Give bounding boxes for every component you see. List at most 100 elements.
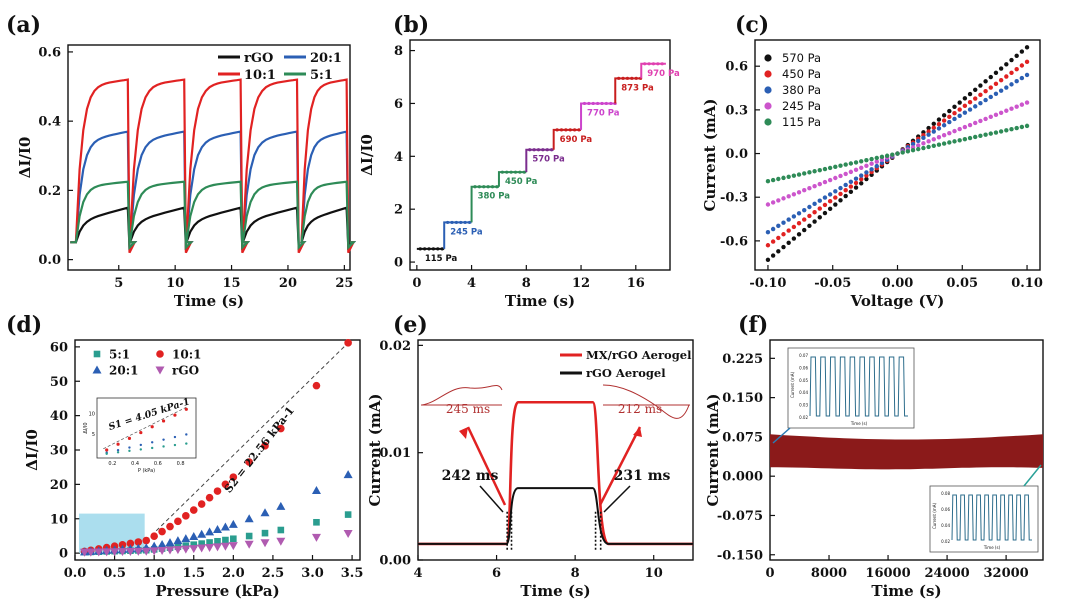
legend-label: rGO Aerogel bbox=[586, 366, 666, 380]
y-tick-label: 0.4 bbox=[38, 115, 61, 130]
data-point bbox=[1024, 72, 1030, 78]
data-point bbox=[936, 117, 942, 122]
data-point bbox=[802, 217, 807, 222]
data-point bbox=[843, 182, 848, 188]
data-point bbox=[189, 506, 198, 514]
data-point bbox=[807, 170, 812, 175]
data-point bbox=[244, 540, 254, 549]
data-point bbox=[781, 232, 786, 237]
inset-point bbox=[162, 445, 165, 448]
data-point bbox=[630, 76, 634, 80]
data-point bbox=[656, 62, 660, 66]
arrow-head bbox=[633, 427, 642, 437]
data-point bbox=[916, 146, 921, 152]
y-axis-label: Current (mA) bbox=[701, 99, 719, 212]
data-point bbox=[947, 140, 952, 145]
data-point bbox=[993, 112, 999, 118]
fit-line bbox=[145, 342, 349, 541]
data-point bbox=[833, 189, 838, 194]
y-tick-label: 10 bbox=[50, 512, 68, 527]
data-point bbox=[182, 512, 190, 520]
data-point bbox=[591, 101, 595, 106]
data-point bbox=[205, 543, 215, 552]
data-point bbox=[853, 167, 859, 173]
data-point bbox=[582, 101, 587, 106]
panel-label: (a) bbox=[6, 12, 41, 38]
data-point bbox=[555, 128, 559, 132]
data-point bbox=[166, 522, 174, 531]
data-point bbox=[343, 530, 353, 539]
y-tick-label: -0.3 bbox=[720, 191, 748, 206]
data-point bbox=[577, 128, 581, 132]
data-point bbox=[245, 532, 253, 540]
data-point bbox=[541, 148, 545, 152]
data-point bbox=[802, 171, 807, 176]
data-point bbox=[765, 243, 771, 248]
legend-label: 20:1 bbox=[310, 51, 342, 66]
data-point bbox=[311, 533, 321, 542]
data-point bbox=[967, 91, 973, 97]
data-point bbox=[647, 62, 651, 66]
y-tick-label: 40 bbox=[50, 409, 68, 424]
inset-point bbox=[150, 425, 154, 429]
data-point bbox=[967, 122, 973, 128]
data-point bbox=[1014, 104, 1019, 109]
data-point bbox=[621, 76, 625, 80]
data-point bbox=[822, 195, 828, 200]
legend-label: MX/rGO Aerogel bbox=[586, 348, 692, 362]
x-tick-label: 3.5 bbox=[341, 566, 364, 581]
inset-x-tick-label: 0.4 bbox=[131, 461, 139, 467]
x-tick-label: -0.05 bbox=[814, 276, 851, 291]
x-tick-label: 4 bbox=[413, 566, 422, 581]
data-point bbox=[596, 101, 600, 106]
data-point bbox=[228, 542, 238, 551]
data-point bbox=[1014, 125, 1019, 131]
data-point bbox=[796, 190, 802, 195]
data-point bbox=[993, 130, 999, 135]
legend-label: 570 Pa bbox=[782, 51, 821, 65]
data-point bbox=[220, 522, 230, 531]
data-point bbox=[838, 163, 843, 168]
data-point bbox=[220, 542, 230, 551]
inset-point bbox=[150, 446, 154, 450]
data-point bbox=[817, 206, 822, 211]
data-point bbox=[833, 202, 838, 207]
data-point bbox=[609, 101, 613, 106]
data-point bbox=[802, 188, 807, 193]
data-point bbox=[973, 104, 978, 109]
data-point bbox=[993, 81, 999, 87]
y-tick-label: 0.01 bbox=[379, 446, 411, 461]
data-point bbox=[776, 198, 781, 203]
data-point bbox=[998, 66, 1004, 71]
y-tick-label: 0.225 bbox=[722, 352, 763, 367]
legend-label: 115 Pa bbox=[782, 115, 821, 129]
zoom-curve-right bbox=[602, 384, 690, 419]
data-point bbox=[791, 236, 797, 241]
data-point bbox=[988, 94, 993, 100]
data-point bbox=[1024, 45, 1030, 50]
inset-y-tick-label: 0.05 bbox=[799, 378, 808, 383]
data-point bbox=[550, 148, 554, 152]
data-point bbox=[983, 79, 988, 84]
step-label: 245 Pa bbox=[450, 227, 483, 237]
data-point bbox=[197, 500, 206, 508]
data-point bbox=[978, 83, 983, 88]
series-line-20:1 bbox=[70, 130, 357, 251]
data-point bbox=[796, 172, 802, 177]
data-point bbox=[86, 548, 96, 557]
data-point bbox=[1019, 49, 1025, 54]
data-point bbox=[796, 211, 802, 216]
data-point bbox=[853, 180, 859, 186]
data-point bbox=[1014, 53, 1019, 58]
x-tick-label: 15 bbox=[223, 276, 241, 291]
step-label: 570 Pa bbox=[532, 155, 565, 165]
x-axis-label: Time (s) bbox=[174, 292, 244, 310]
data-point bbox=[941, 123, 947, 128]
data-point bbox=[874, 163, 879, 169]
data-point bbox=[848, 169, 854, 175]
step-segment bbox=[525, 148, 554, 173]
data-point bbox=[978, 118, 983, 124]
inset-top: 0.07 0.06 0.05 0.04 0.03 0.02 Current (mA) Time… bbox=[787, 347, 915, 429]
data-point bbox=[454, 220, 458, 225]
data-point bbox=[277, 424, 285, 433]
